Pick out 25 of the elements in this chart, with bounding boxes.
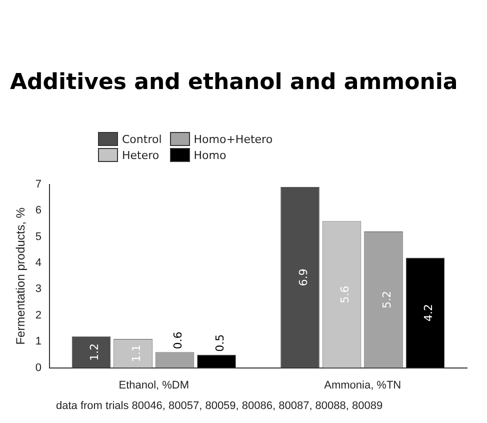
legend-label: Homo+Hetero [192, 132, 273, 146]
legend-label: Hetero [121, 148, 160, 162]
data-label: 5.2 [380, 290, 394, 308]
x-tick-label: Ethanol, %DM [118, 379, 190, 392]
legend-label: Homo [192, 148, 228, 162]
y-tick-label: 1 [35, 336, 42, 348]
data-label: 1.2 [88, 343, 102, 361]
y-tick-label: 4 [35, 257, 42, 270]
x-tick-label: Ammonia, %TN [324, 379, 402, 392]
data-label: 0.6 [172, 332, 185, 350]
y-tick-label: 3 [35, 283, 42, 296]
data-label: 0.5 [213, 334, 226, 352]
y-axis-title: Fermentation products, % [14, 207, 28, 345]
y-tick-label: 0 [35, 362, 42, 374]
legend-label: Control [121, 132, 162, 146]
text: data from trials 80046, 80057, 80059, 80086, 80087, 80088, 80089 [56, 400, 383, 412]
data-label: 5.6 [338, 286, 352, 304]
y-tick-label: 2 [35, 309, 42, 322]
y-tick-label: 5 [35, 230, 42, 243]
data-label: 4.2 [422, 304, 436, 322]
data-label: 6.9 [296, 268, 310, 286]
data-label: 1.1 [130, 344, 143, 362]
y-tick-label: 6 [35, 204, 42, 217]
chart-title: Additives and ethanol and ammonia [10, 70, 458, 95]
y-tick-label: 7 [35, 178, 42, 190]
